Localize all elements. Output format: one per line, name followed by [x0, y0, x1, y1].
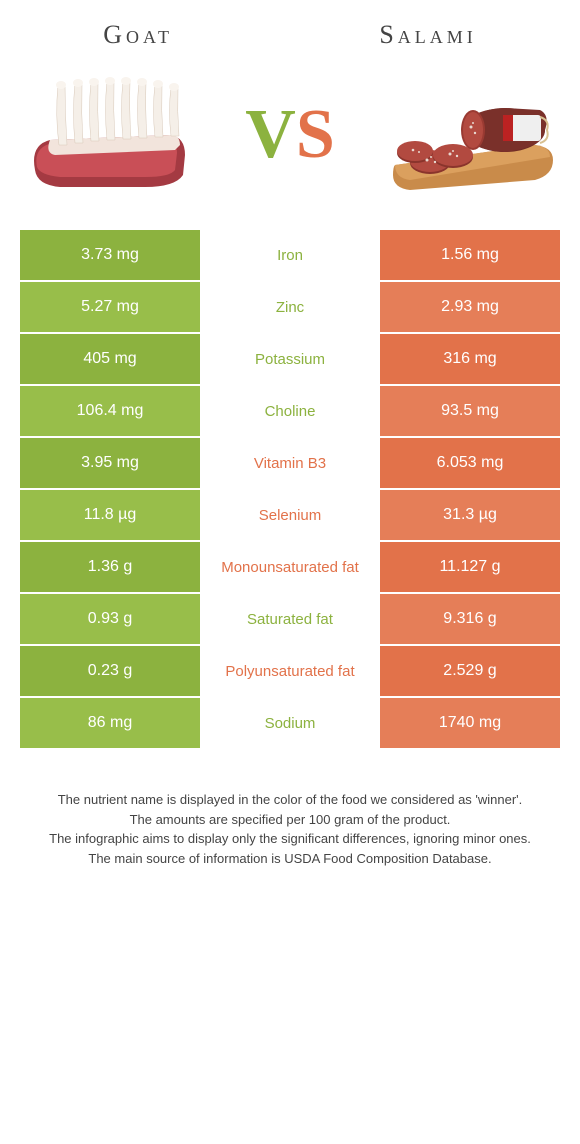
nutrient-row: 3.73 mgIron1.56 mg	[20, 230, 560, 282]
vs-label: VS	[245, 95, 335, 175]
footnote-line: The amounts are specified per 100 gram o…	[30, 810, 550, 830]
value-left: 3.73 mg	[20, 230, 200, 280]
nutrient-row: 106.4 mgCholine93.5 mg	[20, 386, 560, 438]
nutrient-name: Choline	[200, 386, 380, 436]
salami-image	[380, 70, 560, 200]
nutrient-name: Potassium	[200, 334, 380, 384]
infographic-container: Goat Salami	[0, 0, 580, 898]
value-left: 106.4 mg	[20, 386, 200, 436]
footnote-line: The main source of information is USDA F…	[30, 849, 550, 869]
value-left: 0.23 g	[20, 646, 200, 696]
nutrient-row: 0.23 gPolyunsaturated fat2.529 g	[20, 646, 560, 698]
nutrient-name: Monounsaturated fat	[200, 542, 380, 592]
nutrient-name: Iron	[200, 230, 380, 280]
goat-rack-icon	[25, 75, 195, 195]
images-row: VS	[0, 60, 580, 230]
nutrient-name: Sodium	[200, 698, 380, 748]
value-right: 9.316 g	[380, 594, 560, 644]
value-left: 11.8 µg	[20, 490, 200, 540]
nutrient-row: 405 mgPotassium316 mg	[20, 334, 560, 386]
food-title-right: Salami	[379, 20, 476, 50]
footnote-line: The nutrient name is displayed in the co…	[30, 790, 550, 810]
value-right: 31.3 µg	[380, 490, 560, 540]
value-right: 93.5 mg	[380, 386, 560, 436]
nutrient-name: Vitamin B3	[200, 438, 380, 488]
value-right: 2.93 mg	[380, 282, 560, 332]
value-right: 11.127 g	[380, 542, 560, 592]
nutrient-row: 1.36 gMonounsaturated fat11.127 g	[20, 542, 560, 594]
nutrient-name: Polyunsaturated fat	[200, 646, 380, 696]
food-title-left: Goat	[103, 20, 173, 50]
nutrient-row: 0.93 gSaturated fat9.316 g	[20, 594, 560, 646]
value-left: 405 mg	[20, 334, 200, 384]
nutrient-row: 3.95 mgVitamin B36.053 mg	[20, 438, 560, 490]
nutrient-row: 86 mgSodium1740 mg	[20, 698, 560, 750]
footnote-line: The infographic aims to display only the…	[30, 829, 550, 849]
header-row: Goat Salami	[0, 0, 580, 60]
value-left: 3.95 mg	[20, 438, 200, 488]
value-right: 1.56 mg	[380, 230, 560, 280]
value-left: 0.93 g	[20, 594, 200, 644]
nutrient-row: 5.27 mgZinc2.93 mg	[20, 282, 560, 334]
nutrient-row: 11.8 µgSelenium31.3 µg	[20, 490, 560, 542]
value-right: 1740 mg	[380, 698, 560, 748]
value-left: 1.36 g	[20, 542, 200, 592]
value-right: 2.529 g	[380, 646, 560, 696]
vs-v: V	[245, 96, 296, 173]
nutrient-table: 3.73 mgIron1.56 mg5.27 mgZinc2.93 mg405 …	[20, 230, 560, 750]
nutrient-name: Selenium	[200, 490, 380, 540]
nutrient-name: Saturated fat	[200, 594, 380, 644]
footnotes: The nutrient name is displayed in the co…	[0, 750, 580, 898]
goat-image	[20, 70, 200, 200]
value-right: 316 mg	[380, 334, 560, 384]
nutrient-name: Zinc	[200, 282, 380, 332]
value-left: 86 mg	[20, 698, 200, 748]
salami-icon	[385, 75, 555, 195]
value-left: 5.27 mg	[20, 282, 200, 332]
vs-s: S	[296, 96, 335, 173]
value-right: 6.053 mg	[380, 438, 560, 488]
